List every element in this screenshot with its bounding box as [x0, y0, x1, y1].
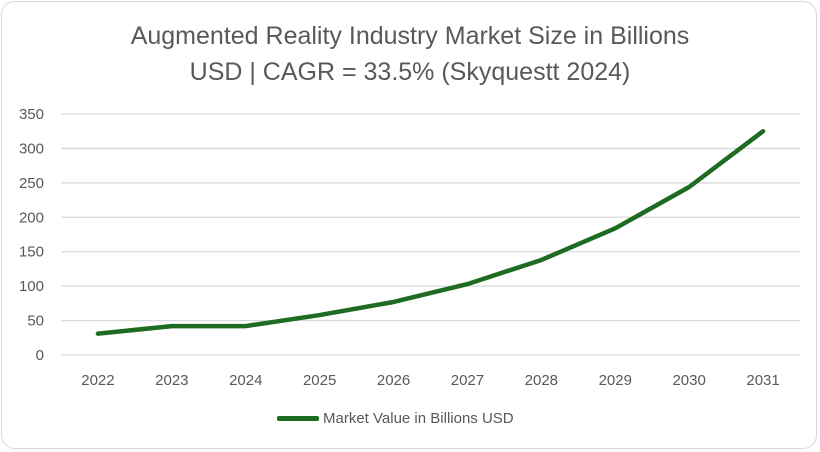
y-tick-label: 0	[36, 347, 44, 364]
x-tick-label: 2025	[303, 372, 336, 389]
y-tick-label: 200	[19, 209, 44, 226]
series-line	[95, 128, 766, 336]
y-tick-label: 250	[19, 175, 44, 192]
y-tick-label: 50	[27, 313, 44, 330]
chart-title-line-1: Augmented Reality Industry Market Size i…	[130, 22, 690, 50]
x-tick-label: 2027	[451, 372, 484, 389]
legend: Market Value in Billions USD	[277, 410, 514, 427]
chart-title: Augmented Reality Industry Market Size i…	[0, 18, 820, 90]
x-tick-label: 2028	[525, 372, 558, 389]
y-tick-label: 350	[19, 106, 44, 123]
x-tick-label: 2022	[81, 372, 114, 389]
chart-title-line-2: USD | CAGR = 33.5% (Skyquestt 2024)	[189, 58, 631, 86]
legend-label: Market Value in Billions USD	[323, 410, 514, 427]
x-tick-label: 2030	[672, 372, 705, 389]
x-tick-label: 2026	[377, 372, 410, 389]
x-tick-label: 2024	[229, 372, 262, 389]
y-tick-label: 100	[19, 278, 44, 295]
x-tick-label: 2031	[746, 372, 779, 389]
x-tick-label: 2029	[599, 372, 632, 389]
x-tick-label: 2023	[155, 372, 188, 389]
y-tick-label: 150	[19, 244, 44, 261]
y-tick-label: 300	[19, 140, 44, 157]
legend-swatch	[277, 416, 319, 421]
